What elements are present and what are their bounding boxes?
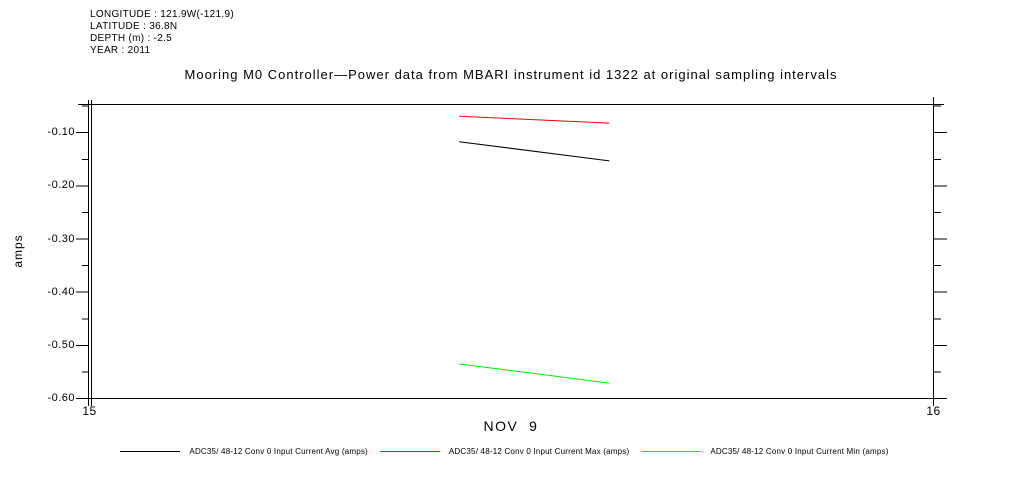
series-line-1 <box>459 115 610 124</box>
series-line-0 <box>459 141 610 162</box>
station-metadata: LONGITUDE : 121.9W(-121.9) LATITUDE : 36… <box>90 9 234 57</box>
y-tick-label: -0.20 <box>47 179 75 192</box>
legend: ADC35/ 48-12 Conv 0 Input Current Avg (a… <box>0 447 1009 456</box>
legend-label: ADC35/ 48-12 Conv 0 Input Current Avg (a… <box>189 447 368 456</box>
legend-label: ADC35/ 48-12 Conv 0 Input Current Min (a… <box>710 447 889 456</box>
y-tick-label: -0.30 <box>47 232 75 245</box>
x-tick-label: 15 <box>82 404 97 418</box>
legend-line-sample <box>641 451 702 452</box>
y-tick-label: -0.40 <box>47 285 75 298</box>
x-tick-label: 16 <box>926 404 941 418</box>
chart-title: Mooring M0 Controller—Power data from MB… <box>184 67 838 82</box>
legend-item: ADC35/ 48-12 Conv 0 Input Current Max (a… <box>379 447 630 456</box>
year-label: YEAR : 2011 <box>90 45 151 56</box>
legend-label: ADC35/ 48-12 Conv 0 Input Current Max (a… <box>448 447 630 456</box>
legend-line-sample <box>379 451 440 452</box>
x-axis-label: NOV 9 <box>483 418 539 434</box>
y-tick-label: -0.60 <box>47 392 75 404</box>
y-tick-label: -0.50 <box>47 338 75 351</box>
longitude-label: LONGITUDE : 121.9W(-121.9) <box>90 9 234 20</box>
legend-item: ADC35/ 48-12 Conv 0 Input Current Min (a… <box>641 447 888 456</box>
y-tick-label: -0.10 <box>47 126 75 139</box>
depth-label: DEPTH (m) : -2.5 <box>90 33 173 44</box>
latitude-label: LATITUDE : 36.8N <box>90 21 178 32</box>
legend-line-sample <box>120 451 181 452</box>
series-line-2 <box>459 363 610 384</box>
legend-item: ADC35/ 48-12 Conv 0 Input Current Avg (a… <box>120 447 368 456</box>
